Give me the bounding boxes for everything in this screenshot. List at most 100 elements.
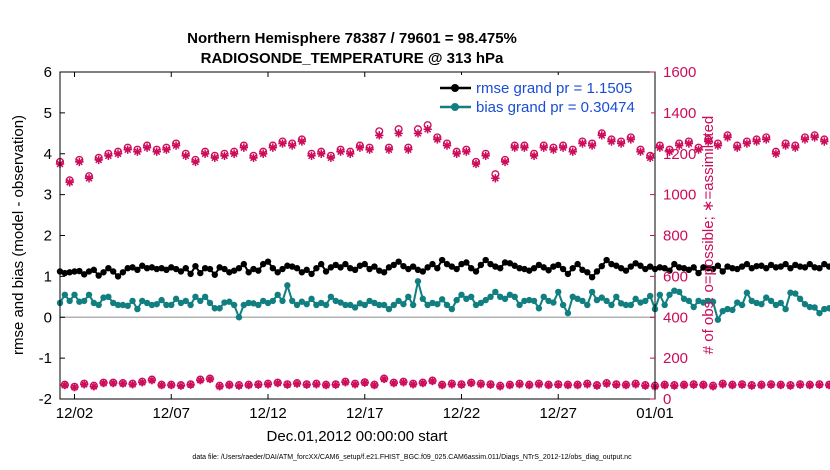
bias-point [143, 299, 151, 307]
bias-point [361, 301, 368, 309]
rmse-point [100, 269, 107, 276]
rmse-point [511, 262, 518, 269]
obs-assimilated-point [118, 379, 128, 388]
obs-assimilated-point [404, 145, 413, 154]
bias-point [734, 299, 741, 306]
rmse-point [259, 260, 267, 268]
obs-assimilated-point [413, 129, 423, 138]
rmse-point [584, 269, 591, 276]
rmse-point [332, 261, 339, 269]
rmse-point [530, 265, 538, 272]
bias-point [342, 301, 349, 309]
bias-point [695, 297, 702, 305]
obs-assimilated-point [437, 380, 447, 390]
obs-assimilated-point [297, 137, 307, 146]
bias-point [796, 295, 804, 303]
obs-assimilated-point [462, 147, 471, 156]
rmse-point [390, 261, 397, 269]
bias-point [240, 301, 248, 309]
bias-point [656, 291, 664, 298]
obs-assimilated-point [583, 380, 592, 389]
series-layer [55, 121, 830, 392]
obs-assimilated-point [428, 376, 437, 386]
rmse-point [168, 264, 175, 271]
rmse-point [719, 268, 726, 275]
obs-assimilated-point [60, 380, 70, 390]
legend-bias-label: bias grand pr = 0.30474 [476, 99, 635, 116]
rmse-point [516, 265, 523, 272]
x-tick-label: 12/22 [443, 405, 481, 422]
obs-assimilated-point [191, 157, 200, 167]
rmse-point [284, 262, 291, 269]
obs-assimilated-point [239, 143, 249, 152]
obs-assimilated-point [84, 174, 94, 183]
obs-assimilated-point [283, 380, 292, 389]
bias-point [264, 299, 272, 307]
rmse-point [617, 265, 625, 272]
obs-assimilated-point [500, 157, 510, 167]
obs-assimilated-point [142, 143, 152, 152]
obs-assimilated-point [747, 381, 756, 390]
obs-assimilated-point [621, 380, 631, 390]
bias-point [129, 297, 136, 305]
bias-point [153, 300, 160, 308]
rmse-point [729, 265, 736, 272]
obs-assimilated-point [708, 382, 718, 391]
rmse-point [245, 269, 252, 276]
bias-point [825, 305, 830, 312]
rmse-point [303, 266, 310, 274]
bias-point [380, 301, 388, 309]
obs-assimilated-point [554, 380, 563, 389]
rmse-point [564, 270, 572, 278]
rmse-point [767, 261, 775, 269]
rmse-point [269, 265, 277, 272]
bias-point [540, 293, 547, 301]
obs-assimilated-point [607, 137, 616, 146]
rmse-point [569, 265, 576, 272]
rmse-point [110, 268, 117, 275]
x-tick-label: 12/02 [56, 405, 94, 422]
rmse-point [613, 262, 620, 269]
right-y-tick-label: 1600 [663, 64, 696, 81]
obs-assimilated-point [694, 145, 703, 154]
obs-assimilated-point [370, 380, 379, 390]
bias-point [405, 293, 412, 301]
bias-point [792, 290, 799, 297]
obs-assimilated-point [215, 382, 224, 391]
rmse-point [366, 265, 373, 273]
rmse-point [409, 263, 417, 270]
rmse-point [603, 256, 610, 264]
obs-assimilated-point [321, 380, 331, 390]
obs-assimilated-point [307, 151, 316, 160]
obs-assimilated-point [317, 149, 326, 158]
rmse-point [714, 262, 722, 269]
bias-point [724, 305, 731, 313]
rmse-point [134, 266, 141, 274]
obs-assimilated-point [109, 378, 118, 388]
bias-point [327, 293, 335, 301]
rmse-point [811, 264, 818, 271]
bias-point [477, 299, 485, 307]
rmse-point [206, 265, 214, 273]
rmse-point [598, 262, 605, 270]
rmse-point [177, 268, 185, 275]
obs-assimilated-point [674, 141, 684, 150]
bias-point [782, 305, 789, 313]
rmse-point [318, 260, 325, 268]
rmse-point [434, 265, 441, 272]
rmse-point [448, 263, 456, 270]
obs-assimilated-point [341, 378, 350, 387]
bias-point [506, 291, 514, 298]
obs-assimilated-point [466, 378, 476, 388]
obs-assimilated-point [196, 375, 205, 385]
bias-point [245, 299, 252, 307]
obs-assimilated-point [641, 381, 650, 390]
left-y-axis: -2 -1 0 1 2 3 4 5 6 [39, 64, 65, 408]
rmse-point [95, 272, 102, 279]
bias-point [192, 293, 199, 301]
rmse-point [424, 264, 431, 271]
obs-assimilated-point [128, 380, 137, 389]
bias-point [584, 301, 591, 309]
obs-assimilated-point [525, 380, 534, 390]
rmse-point [400, 262, 407, 270]
